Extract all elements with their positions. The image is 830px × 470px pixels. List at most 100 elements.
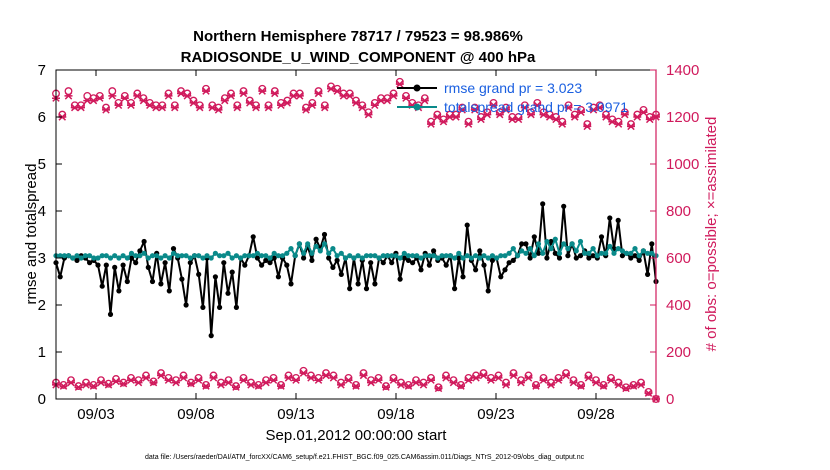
totalspread-point xyxy=(569,241,575,247)
assimilated-obs-low-marker xyxy=(539,376,548,384)
totalspread-point xyxy=(435,255,441,261)
rmse-point xyxy=(380,260,386,266)
assimilated-obs-low-marker xyxy=(187,379,195,388)
plot-background xyxy=(56,70,656,399)
assimilated-obs-low-marker xyxy=(359,371,368,380)
assimilated-obs-low-marker xyxy=(277,382,285,390)
plot-area xyxy=(56,70,656,399)
legend-label-rmse: rmse grand pr = 3.023 xyxy=(444,80,582,96)
rmse-point xyxy=(548,238,554,245)
possible-obs-low-marker xyxy=(202,380,210,389)
totalspread-point xyxy=(468,255,474,261)
rmse-point xyxy=(519,241,525,247)
totalspread-point xyxy=(259,253,265,259)
rmse-point xyxy=(338,271,344,277)
rmse-point xyxy=(267,260,273,266)
y-tick-label-right: 400 xyxy=(666,297,691,314)
assimilated-obs-marker xyxy=(589,106,598,114)
rmse-point xyxy=(523,241,529,247)
rmse-point xyxy=(107,311,114,317)
assimilated-obs-low-marker xyxy=(179,374,188,382)
possible-obs-low-marker xyxy=(232,382,240,391)
assimilated-obs-low-marker xyxy=(344,376,353,384)
assimilated-obs-low-marker xyxy=(472,374,480,382)
assimilated-obs-low-marker xyxy=(164,376,173,384)
assimilated-obs-marker xyxy=(595,103,604,112)
rmse-point xyxy=(242,262,248,268)
assimilated-obs-marker xyxy=(602,113,610,121)
totalspread-point xyxy=(397,255,403,261)
totalspread-point xyxy=(74,253,80,259)
legend-marker-rmse xyxy=(413,84,421,92)
assimilated-obs-marker xyxy=(420,96,429,105)
totalspread-point xyxy=(363,253,370,259)
rmse-point xyxy=(628,255,634,261)
possible-obs-marker xyxy=(64,87,73,96)
totalspread-point xyxy=(439,253,445,259)
x-tick-label: 09/13 xyxy=(277,406,315,423)
totalspread-point xyxy=(124,255,130,261)
assimilated-obs-low-marker xyxy=(157,371,165,380)
assimilated-obs-low-marker xyxy=(89,382,98,390)
assimilated-obs-marker xyxy=(583,122,592,131)
y-tick-label-left: 3 xyxy=(38,250,46,267)
assimilated-obs-low-marker xyxy=(172,378,180,387)
rmse-point xyxy=(145,264,151,270)
assimilated-obs-marker xyxy=(614,120,623,128)
rmse-point xyxy=(271,255,277,261)
rmse-point xyxy=(137,248,143,254)
totalspread-point xyxy=(510,246,516,252)
rmse-point xyxy=(124,278,130,285)
totalspread-point xyxy=(544,238,550,245)
rmse-point xyxy=(355,281,361,287)
totalspread-point xyxy=(208,255,214,261)
totalspread-point xyxy=(296,241,302,247)
totalspread-point xyxy=(494,255,500,261)
assimilated-obs-low-marker xyxy=(532,382,540,390)
assimilated-obs-marker xyxy=(295,92,304,100)
rmse-point xyxy=(577,253,584,259)
totalspread-point xyxy=(523,250,529,256)
assimilated-obs-marker xyxy=(314,89,323,98)
rmse-point xyxy=(120,262,126,268)
rmse-point xyxy=(170,246,177,252)
assimilated-obs-marker xyxy=(108,92,117,100)
totalspread-point xyxy=(473,253,479,259)
assimilated-obs-marker xyxy=(352,99,360,107)
totalspread-point xyxy=(284,250,290,256)
rmse-point xyxy=(632,253,638,259)
rmse-point xyxy=(259,262,265,268)
assimilated-obs-low-marker xyxy=(374,376,383,384)
rmse-point xyxy=(552,250,558,256)
totalspread-point xyxy=(221,253,227,259)
rmse-point xyxy=(586,255,592,261)
rmse-point xyxy=(615,217,621,223)
rmse-point xyxy=(233,304,239,310)
x-axis-label: Sep.01,2012 00:00:00 start xyxy=(266,427,448,444)
y-axis-label-left: rmse and totalspread xyxy=(23,164,40,305)
legend: rmse grand pr = 3.023 totalspread grand … xyxy=(397,80,628,115)
rmse-point xyxy=(149,278,156,285)
possible-obs-low-marker xyxy=(629,380,638,389)
possible-obs-marker xyxy=(108,87,117,96)
rmse-point xyxy=(309,257,315,263)
totalspread-point xyxy=(624,250,630,256)
rmse-point xyxy=(645,271,651,277)
y-tick-label-right: 1200 xyxy=(666,109,699,126)
rmse-point xyxy=(405,257,411,263)
totalspread-point xyxy=(229,255,235,261)
rmse-point xyxy=(544,255,550,261)
assimilated-obs-marker xyxy=(283,99,292,107)
assimilated-obs-low-marker xyxy=(599,382,608,390)
assimilated-obs-low-marker xyxy=(337,381,345,389)
assimilated-obs-marker xyxy=(539,110,548,119)
assimilated-obs-low-marker xyxy=(142,374,150,382)
possible-obs-low-marker xyxy=(59,380,68,389)
totalspread-point xyxy=(619,248,626,254)
totalspread-point xyxy=(217,253,223,259)
rmse-point xyxy=(556,255,563,261)
rmse-point xyxy=(284,262,290,268)
y-tick-label-right: 600 xyxy=(666,250,691,267)
totalspread-point xyxy=(66,253,72,259)
assimilated-obs-marker xyxy=(333,87,342,95)
